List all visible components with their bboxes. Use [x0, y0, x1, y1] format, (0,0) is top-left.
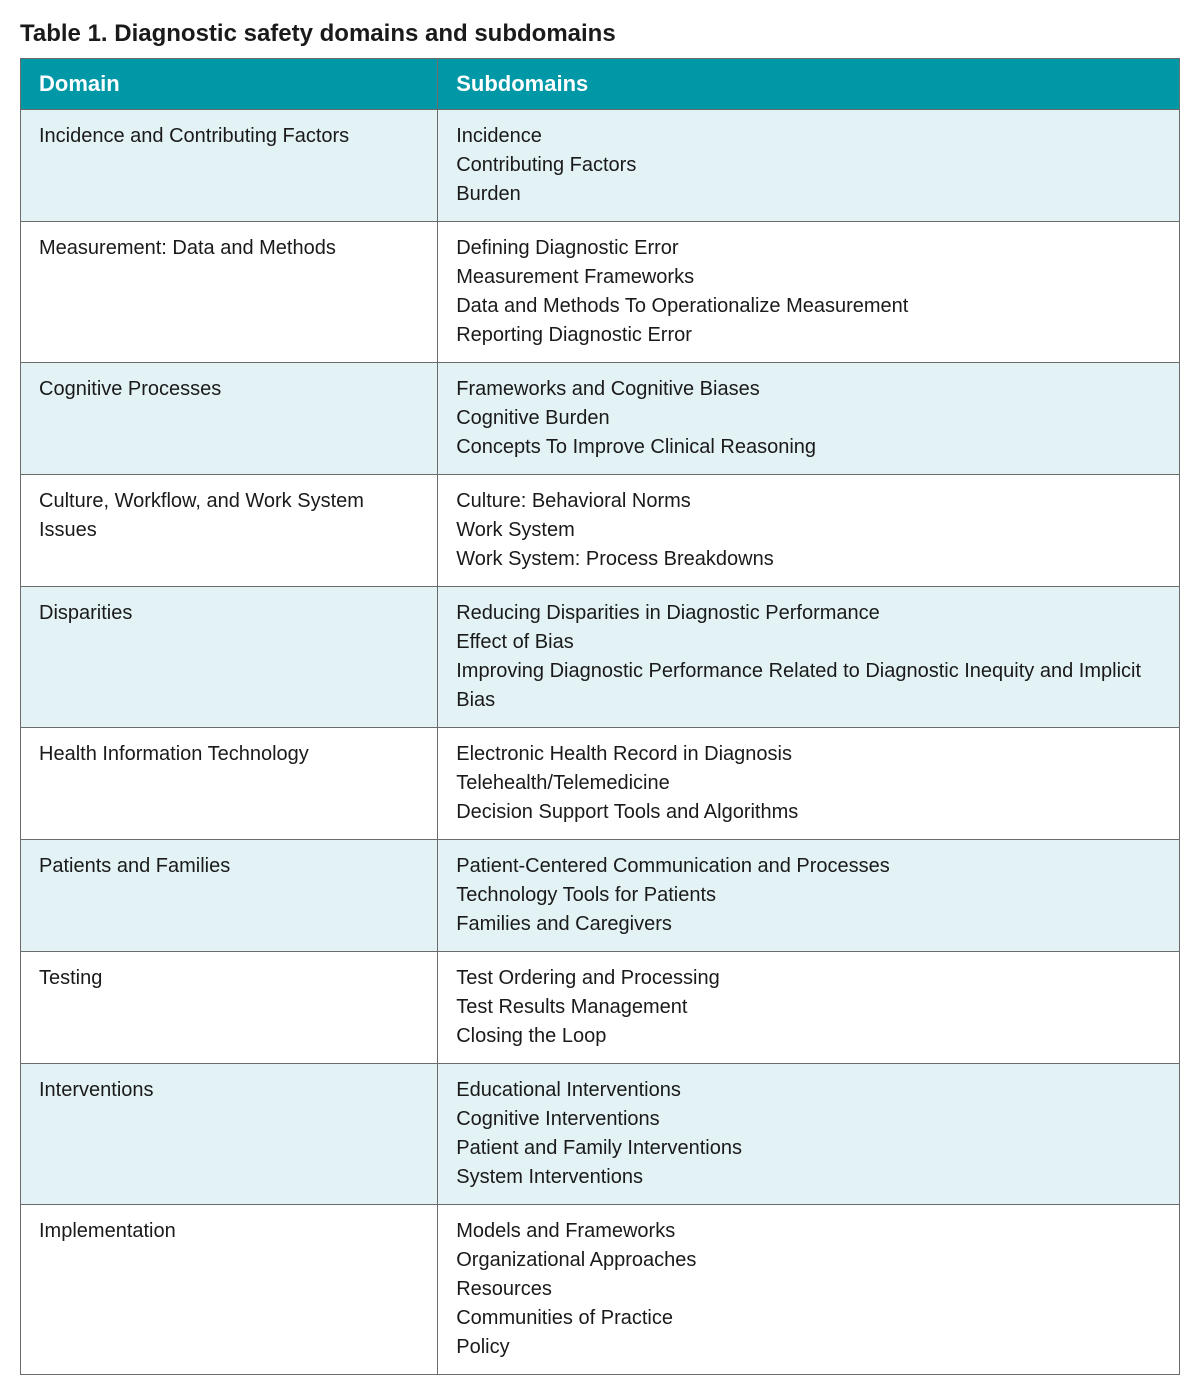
table-row: Health Information TechnologyElectronic … — [21, 728, 1180, 840]
domain-cell: Health Information Technology — [21, 728, 438, 840]
domain-cell: Testing — [21, 952, 438, 1064]
subdomain-item: Frameworks and Cognitive Biases — [456, 375, 1161, 404]
subdomain-item: Educational Interventions — [456, 1076, 1161, 1105]
subdomain-item: Effect of Bias — [456, 628, 1161, 657]
table-title: Table 1. Diagnostic safety domains and s… — [20, 20, 1180, 48]
subdomain-item: Defining Diagnostic Error — [456, 234, 1161, 263]
subdomain-item: Test Ordering and Processing — [456, 964, 1161, 993]
subdomain-item: Electronic Health Record in Diagnosis — [456, 740, 1161, 769]
domain-cell: Patients and Families — [21, 840, 438, 952]
table-header-row: Domain Subdomains — [21, 59, 1180, 110]
subdomain-item: Improving Diagnostic Performance Related… — [456, 657, 1161, 715]
subdomain-item: Concepts To Improve Clinical Reasoning — [456, 433, 1161, 462]
subdomains-cell: Reducing Disparities in Diagnostic Perfo… — [438, 587, 1180, 728]
subdomains-cell: Frameworks and Cognitive BiasesCognitive… — [438, 363, 1180, 475]
subdomain-item: Models and Frameworks — [456, 1217, 1161, 1246]
subdomain-item: Technology Tools for Patients — [456, 881, 1161, 910]
subdomain-item: Measurement Frameworks — [456, 263, 1161, 292]
table-row: Disparities Reducing Disparities in Diagn… — [21, 587, 1180, 728]
subdomain-item: Decision Support Tools and Algorithms — [456, 798, 1161, 827]
subdomain-item: Patient-Centered Communication and Proce… — [456, 852, 1161, 881]
subdomain-item: Closing the Loop — [456, 1022, 1161, 1051]
subdomains-cell: Culture: Behavioral NormsWork SystemWork… — [438, 475, 1180, 587]
subdomain-item: Patient and Family Interventions — [456, 1134, 1161, 1163]
domain-cell: Measurement: Data and Methods — [21, 222, 438, 363]
subdomain-item: Organizational Approaches — [456, 1246, 1161, 1275]
subdomain-item: Policy — [456, 1333, 1161, 1362]
subdomain-item: Reporting Diagnostic Error — [456, 321, 1161, 350]
subdomains-cell: Models and FrameworksOrganizational Appr… — [438, 1205, 1180, 1375]
subdomain-item: Families and Caregivers — [456, 910, 1161, 939]
subdomains-cell: Test Ordering and ProcessingTest Results… — [438, 952, 1180, 1064]
subdomain-item: Incidence — [456, 122, 1161, 151]
domains-table: Domain Subdomains Incidence and Contribu… — [20, 58, 1180, 1375]
subdomain-item: Work System — [456, 516, 1161, 545]
domain-cell: Cognitive Processes — [21, 363, 438, 475]
domain-cell: Implementation — [21, 1205, 438, 1375]
subdomain-item: Work System: Process Breakdowns — [456, 545, 1161, 574]
col-header-subdomains: Subdomains — [438, 59, 1180, 110]
subdomains-cell: Electronic Health Record in DiagnosisTel… — [438, 728, 1180, 840]
table-row: Culture, Workflow, and Work System Issue… — [21, 475, 1180, 587]
subdomain-item: Cognitive Burden — [456, 404, 1161, 433]
subdomain-item: Telehealth/Telemedicine — [456, 769, 1161, 798]
subdomains-cell: IncidenceContributing FactorsBurden — [438, 110, 1180, 222]
subdomain-item: Culture: Behavioral Norms — [456, 487, 1161, 516]
table-row: Patients and Families Patient-Centered Co… — [21, 840, 1180, 952]
table-row: Incidence and Contributing FactorsIncide… — [21, 110, 1180, 222]
table-row: TestingTest Ordering and ProcessingTest … — [21, 952, 1180, 1064]
domain-cell: Incidence and Contributing Factors — [21, 110, 438, 222]
subdomain-item: Burden — [456, 180, 1161, 209]
subdomains-cell: Patient-Centered Communication and Proce… — [438, 840, 1180, 952]
table-row: Measurement: Data and MethodsDefining Di… — [21, 222, 1180, 363]
subdomain-item: Cognitive Interventions — [456, 1105, 1161, 1134]
table-row: InterventionsEducational InterventionsCo… — [21, 1064, 1180, 1205]
table-row: ImplementationModels and FrameworksOrgan… — [21, 1205, 1180, 1375]
subdomains-cell: Defining Diagnostic ErrorMeasurement Fra… — [438, 222, 1180, 363]
subdomain-item: Data and Methods To Operationalize Measu… — [456, 292, 1161, 321]
subdomain-item: Test Results Management — [456, 993, 1161, 1022]
subdomain-item: System Interventions — [456, 1163, 1161, 1192]
domain-cell: Culture, Workflow, and Work System Issue… — [21, 475, 438, 587]
col-header-domain: Domain — [21, 59, 438, 110]
subdomain-item: Communities of Practice — [456, 1304, 1161, 1333]
subdomain-item: Contributing Factors — [456, 151, 1161, 180]
table-row: Cognitive ProcessesFrameworks and Cognit… — [21, 363, 1180, 475]
domain-cell: Disparities — [21, 587, 438, 728]
domain-cell: Interventions — [21, 1064, 438, 1205]
subdomain-item: Reducing Disparities in Diagnostic Perfo… — [456, 599, 1161, 628]
subdomains-cell: Educational InterventionsCognitive Inter… — [438, 1064, 1180, 1205]
subdomain-item: Resources — [456, 1275, 1161, 1304]
